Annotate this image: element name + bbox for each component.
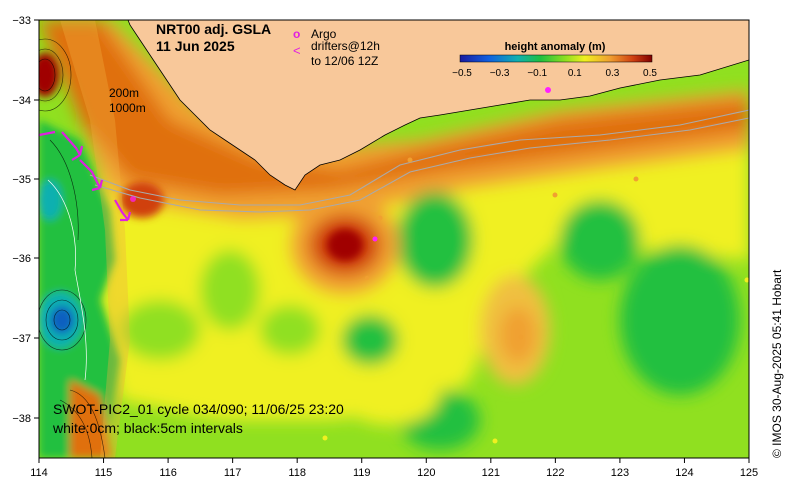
- isobath-200-label: 200m: [109, 86, 139, 100]
- drifter-legend-label1: drifters@12h: [311, 39, 380, 53]
- x-tick-label: 118: [288, 467, 306, 479]
- x-tick-label: 116: [159, 467, 177, 479]
- x-tick-label: 117: [224, 467, 242, 479]
- x-tick-label: 115: [95, 467, 113, 479]
- x-tick-label: 114: [30, 467, 48, 479]
- colorbar-gradient: [459, 54, 653, 63]
- x-tick-label: 123: [611, 467, 629, 479]
- argo-floats: [130, 87, 749, 444]
- x-tick-label: 125: [740, 467, 758, 479]
- x-tick-label: 121: [482, 467, 500, 479]
- swot-info-line2: white:0cm; black:5cm intervals: [52, 420, 243, 436]
- colorbar-tick-label: −0.3: [490, 68, 510, 79]
- colorbar: height anomaly (m) −0.5 −0.3 −0.1 0.1 0.3 0.5: [452, 41, 657, 79]
- y-axis: −33 −34 −35 −36 −37 −38: [12, 15, 39, 425]
- credit-text: © IMOS 30-Aug-2025 05:41 Hobart: [770, 269, 784, 458]
- y-tick-label: −37: [12, 333, 31, 345]
- map-title-line1: NRT00 adj. GSLA: [156, 21, 271, 37]
- x-tick-label: 122: [546, 467, 564, 479]
- argo-legend-label: Argo: [311, 27, 337, 41]
- map-title-line2: 11 Jun 2025: [156, 38, 235, 54]
- sea-level-anomaly-field: [39, 20, 749, 458]
- y-tick-label: −38: [12, 413, 31, 425]
- isobath-1000-label: 1000m: [109, 101, 146, 115]
- colorbar-tick-label: 0.5: [643, 68, 657, 79]
- colorbar-tick-label: 0.1: [568, 68, 582, 79]
- swot-info-line1: SWOT-PIC2_01 cycle 034/090; 11/06/25 23:…: [53, 401, 344, 417]
- colorbar-tick-label: −0.1: [527, 68, 547, 79]
- colorbar-tick-label: 0.3: [605, 68, 619, 79]
- y-tick-label: −36: [12, 253, 31, 265]
- x-tick-label: 119: [353, 467, 371, 479]
- land-australia: [127, 20, 749, 191]
- argo-legend-symbol: o: [293, 27, 300, 41]
- y-tick-label: −35: [12, 174, 31, 186]
- drifter-legend-symbol: <: [293, 43, 301, 58]
- x-axis: 114 115 116 117 118 119 120 121 122 123 124 125: [30, 458, 758, 479]
- y-tick-label: −34: [12, 95, 31, 107]
- y-tick-label: −33: [12, 15, 31, 27]
- x-tick-label: 124: [675, 467, 693, 479]
- colorbar-tick-label: −0.5: [452, 68, 472, 79]
- isobath-lines: [89, 109, 749, 213]
- drifter-legend-label2: to 12/06 12Z: [311, 54, 378, 68]
- plot-frame: [38, 19, 750, 459]
- colorbar-title: height anomaly (m): [505, 41, 606, 53]
- swath-zero-contour: [47, 179, 87, 381]
- drifter-tracks: [39, 130, 132, 222]
- x-tick-label: 120: [417, 467, 435, 479]
- swath-contours: [39, 38, 106, 458]
